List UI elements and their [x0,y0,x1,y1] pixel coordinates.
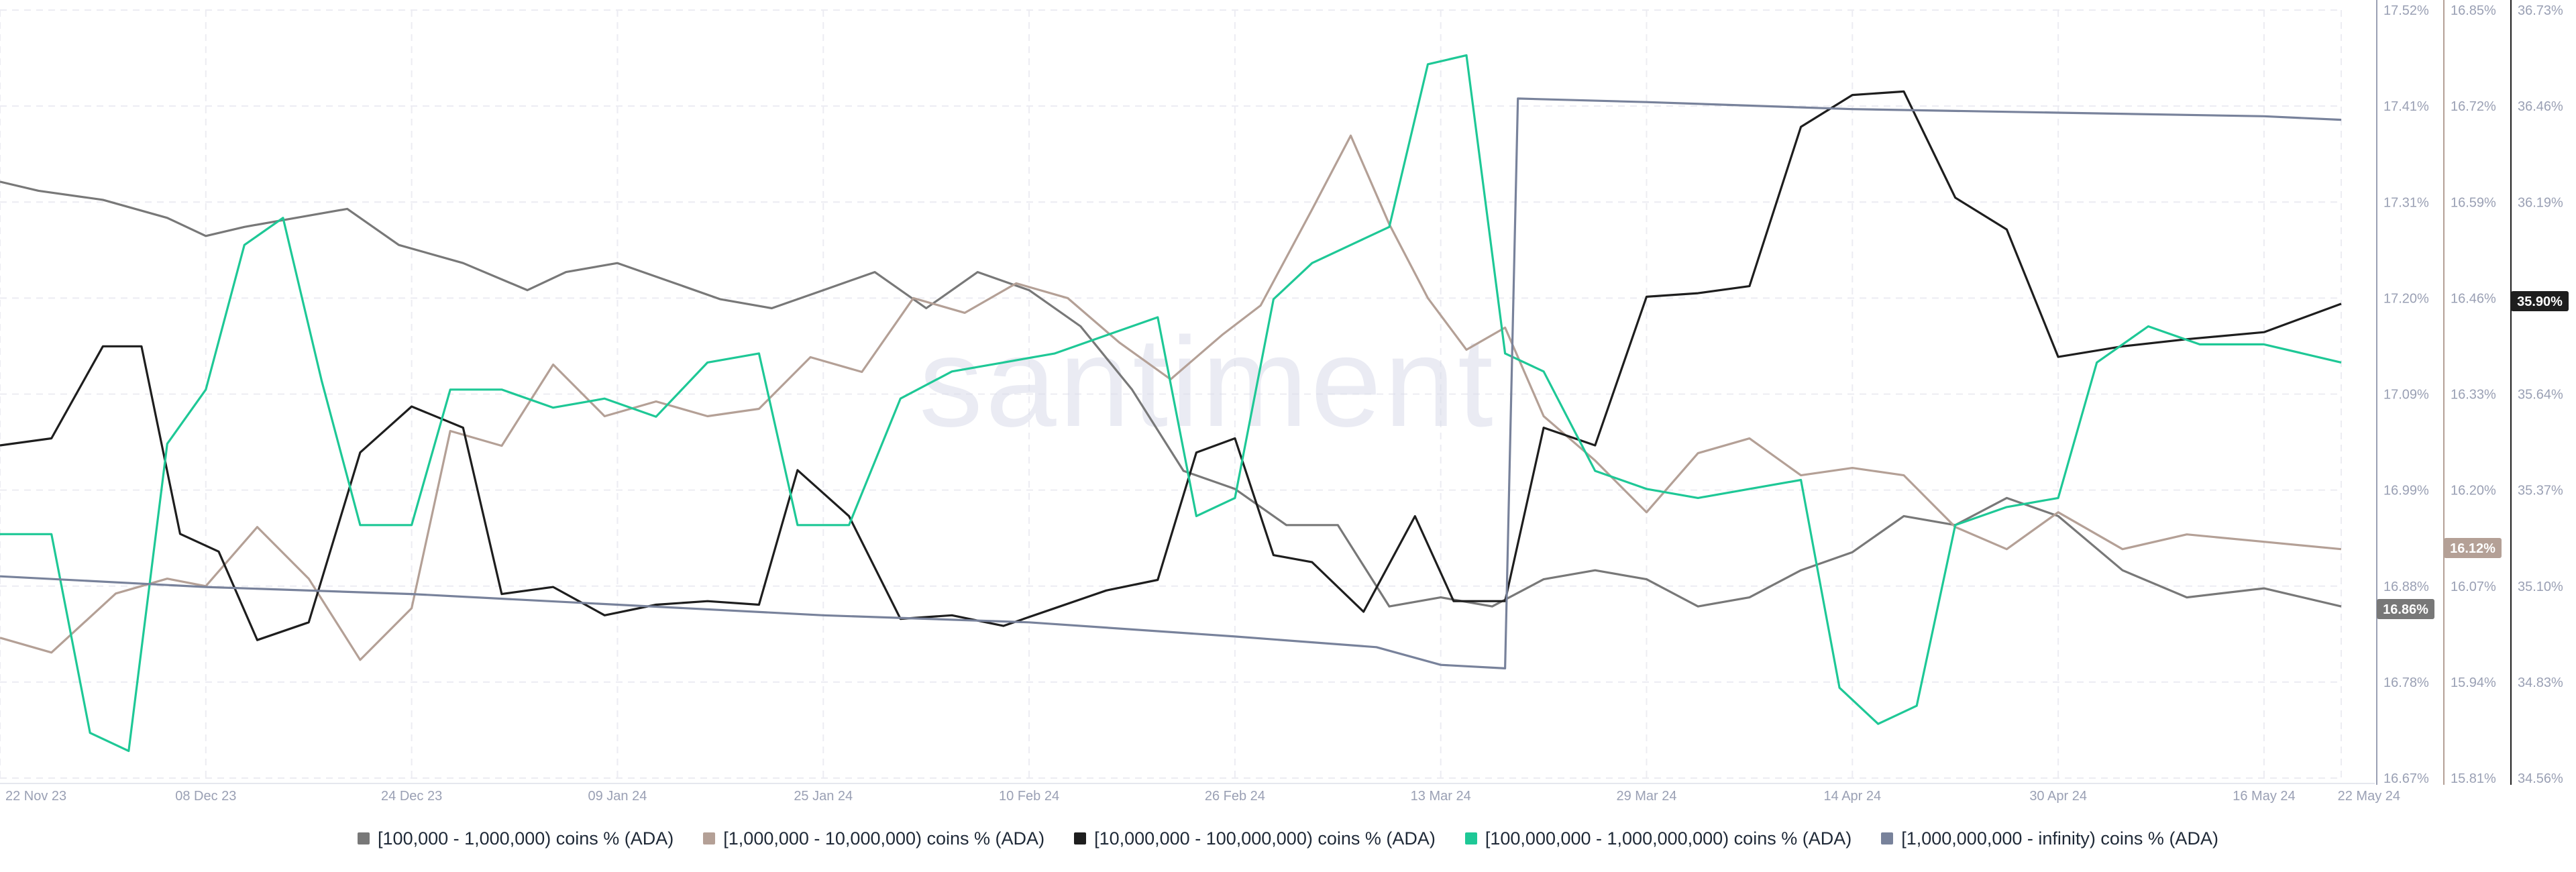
y-axis-2-tick: 16.85% [2451,3,2496,18]
y-axis-1-tick: 16.78% [2383,675,2429,690]
y-axis-2-tick: 16.07% [2451,580,2496,594]
legend-swatch [1464,832,1477,844]
y-axis-2-tick: 16.33% [2451,388,2496,402]
legend-item[interactable]: [10,000,000 - 100,000,000) coins % (ADA) [1074,828,1436,849]
legend-item[interactable]: [1,000,000,000 - infinity) coins % (ADA) [1881,828,2218,849]
legend-item[interactable]: [1,000,000 - 10,000,000) coins % (ADA) [703,828,1044,849]
y-axis-1-tick: 16.88% [2383,580,2429,594]
y-axis-2-tick: 16.59% [2451,195,2496,210]
badge-s3: 35.90% [2511,291,2569,311]
legend-label: [1,000,000,000 - infinity) coins % (ADA) [1901,828,2218,849]
x-axis-tick: 09 Jan 24 [588,789,647,804]
legend-item[interactable]: [100,000 - 1,000,000) coins % (ADA) [358,828,674,849]
badge-s2: 16.12% [2444,538,2502,558]
y-axis-1-tick: 17.20% [2383,291,2429,306]
x-axis-tick: 24 Dec 23 [381,789,442,804]
badge-s1-background [2377,599,2434,619]
watermark: santiment [919,311,1496,453]
series-line-4 [0,54,2342,753]
y-axis-3-tick: 34.56% [2518,771,2563,786]
legend-label: [100,000 - 1,000,000) coins % (ADA) [378,828,674,849]
x-axis-tick: 22 May 24 [2338,789,2400,804]
y-axes: 17.52% 17.41% 17.31% 17.20% 17.09% 16.99% 16.8… [2376,0,2563,786]
x-axis-tick: 25 Jan 24 [794,789,853,804]
y-axis-3-tick: 36.73% [2518,3,2563,18]
legend: [100,000 - 1,000,000) coins % (ADA) [1,0… [0,824,2576,853]
x-axis: 22 Nov 23 08 Dec 23 24 Dec 23 09 Jan 24 25 J… [0,783,2400,804]
badge-s1-label: 16.86% [2383,602,2428,617]
x-axis-tick: 16 May 24 [2233,789,2295,804]
legend-item[interactable]: [100,000,000 - 1,000,000,000) coins % (A… [1464,828,1852,849]
y-axis-3-tick: 35.37% [2518,484,2563,498]
y-axis-2-tick: 16.46% [2451,291,2496,306]
legend-swatch [703,832,716,844]
y-axis-1-tick: 17.31% [2383,195,2429,210]
y-axis-1-tick: 17.41% [2383,99,2429,114]
x-axis-tick: 30 Apr 24 [2029,789,2087,804]
x-axis-tick: 26 Feb 24 [1205,789,1265,804]
badge-s2-label: 16.12% [2450,541,2496,556]
grid-lines [0,9,2342,779]
y-axis-3-tick: 34.83% [2518,675,2563,690]
y-axis-2-tick: 15.94% [2451,675,2496,690]
series-layer [0,54,2342,753]
y-axis-1-tick: 17.52% [2383,3,2429,18]
x-axis-tick: 29 Mar 24 [1616,789,1676,804]
y-axis-3-tick: 36.19% [2518,195,2563,210]
x-axis-tick: 22 Nov 23 [5,789,66,804]
legend-label: [1,000,000 - 10,000,000) coins % (ADA) [723,828,1045,849]
y-axis-3-tick: 35.10% [2518,580,2563,594]
badge-s3-background [2511,291,2569,311]
x-axis-tick: 08 Dec 23 [175,789,236,804]
legend-swatch [358,832,370,844]
y-axis-1-tick: 16.67% [2383,771,2429,786]
y-axis-1-tick: 17.09% [2383,388,2429,402]
y-axis-3-tick: 36.46% [2518,99,2563,114]
series-line-1 [0,180,2342,608]
x-axis-tick: 13 Mar 24 [1411,789,1471,804]
badge-s1: 16.86% [2377,599,2434,619]
badge-s3-label: 35.90% [2517,294,2563,309]
y-axis-2-tick: 16.20% [2451,484,2496,498]
y-axis-2-tick: 16.72% [2451,99,2496,114]
badge-s2-background [2444,538,2502,558]
series-line-3 [0,90,2342,641]
series-line-5 [0,97,2342,669]
y-axis-3-tick: 35.64% [2518,388,2563,402]
legend-label: [10,000,000 - 100,000,000) coins % (ADA) [1094,828,1436,849]
y-axis-2-tick: 15.81% [2451,771,2496,786]
x-axis-tick: 10 Feb 24 [999,789,1059,804]
legend-label: [100,000,000 - 1,000,000,000) coins % (A… [1485,828,1852,849]
legend-swatch [1074,832,1087,844]
y-axis-1-tick: 16.99% [2383,484,2429,498]
legend-swatch [1881,832,1894,844]
x-axis-tick: 14 Apr 24 [1824,789,1882,804]
